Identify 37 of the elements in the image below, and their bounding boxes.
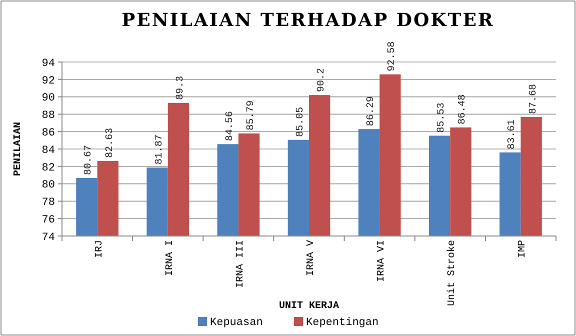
x-tick-label: IRNA I <box>164 240 176 276</box>
data-label: 92.58 <box>387 41 398 72</box>
y-tick-label: 76 <box>42 214 55 226</box>
data-label: 85.53 <box>436 102 448 133</box>
x-axis-title: UNIT KERJA <box>278 301 340 312</box>
data-label: 87.68 <box>528 84 540 114</box>
y-axis-title: PENILAIAN <box>13 122 24 176</box>
x-tick-label: IRJ <box>94 240 106 258</box>
y-tick-label: 86 <box>42 127 55 140</box>
y-tick-label: 82 <box>42 162 55 174</box>
x-tick-label: IRNA V <box>306 240 317 276</box>
y-tick-label: 84 <box>42 144 56 157</box>
y-tick-label: 92 <box>42 75 55 88</box>
data-label: 89.3 <box>175 76 186 100</box>
x-tick-label: Unit Stroke <box>446 240 458 306</box>
data-label: 86.29 <box>366 96 377 126</box>
data-label: 80.67 <box>84 144 95 175</box>
y-tick-label: 80 <box>42 180 55 192</box>
legend-label: Kepentingan <box>306 317 379 329</box>
y-tick-label: 74 <box>42 232 56 244</box>
y-tick-label: 94 <box>42 58 56 70</box>
y-tick-label: 88 <box>42 110 55 122</box>
y-tick-label: 90 <box>42 92 55 105</box>
data-label: 90.2 <box>316 68 328 92</box>
data-label: 86.48 <box>458 94 469 124</box>
data-label: 82.63 <box>104 128 116 158</box>
legend-label: Kepuasan <box>210 317 263 329</box>
x-tick-label: IRNA VI <box>376 240 388 282</box>
data-label: 84.56 <box>224 111 236 142</box>
x-tick-label: IMP <box>518 240 529 258</box>
data-label: 85.05 <box>295 106 306 137</box>
y-tick-label: 78 <box>42 197 55 210</box>
data-label: 85.79 <box>246 100 258 130</box>
data-label: 83.61 <box>507 119 518 150</box>
data-label: 81.87 <box>154 134 166 165</box>
x-tick-label: IRNA III <box>235 240 246 288</box>
chart-title: PENILAIAN TERHADAP DOKTER <box>122 10 494 31</box>
